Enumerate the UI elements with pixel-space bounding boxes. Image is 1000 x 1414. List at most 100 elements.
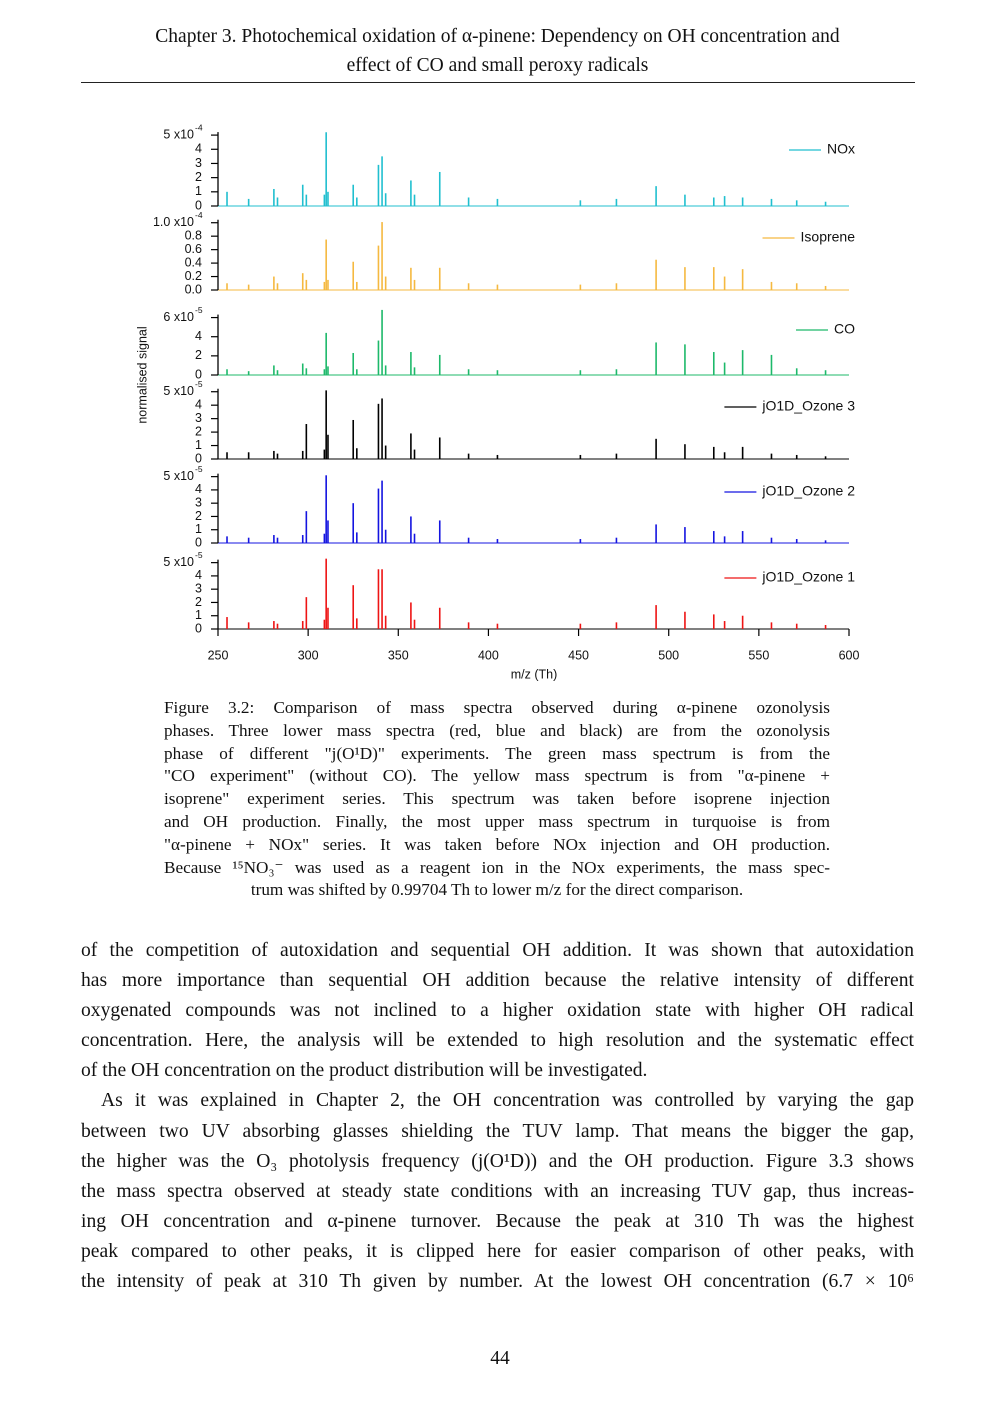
spectrum-peak <box>305 597 308 629</box>
spectrum-peak <box>723 452 726 459</box>
y-tick-label: 0 <box>195 621 202 635</box>
spectrum-peak <box>276 537 279 543</box>
spectrum-peak <box>352 419 355 459</box>
spectrum-peak <box>352 261 355 290</box>
spectrum-peak <box>301 535 304 543</box>
spectrum-peak <box>824 370 827 375</box>
spectrum-peak <box>323 533 326 543</box>
spectrum-peak <box>655 438 657 459</box>
y-tick-exponent: -4 <box>195 122 203 132</box>
spectrum-peak <box>273 535 275 543</box>
spectrum-peak <box>377 488 380 543</box>
spectrum-peak <box>377 245 380 290</box>
spectrum-peak <box>276 370 279 375</box>
y-tick-label: 0.2 <box>185 269 202 283</box>
spectrum-peak <box>356 532 358 543</box>
spectrum-peak <box>824 540 827 543</box>
spectrum-peak <box>770 198 773 206</box>
spectrum-peak <box>684 611 686 629</box>
spectrum-peak <box>301 621 304 629</box>
spectrum-peak <box>770 281 773 290</box>
figure-caption: Figure 3.2: Comparison of mass spectra o… <box>164 697 830 902</box>
y-tick-label: 4 <box>195 329 202 343</box>
x-tick-label: 300 <box>298 648 319 662</box>
spectrum-peak <box>305 511 308 543</box>
spectrum-peak <box>467 453 470 459</box>
y-tick-label: 5 x10 <box>163 469 194 483</box>
spectrum-peak <box>305 194 308 206</box>
spectrum-peak <box>276 283 279 290</box>
spectrum-peak <box>226 452 228 459</box>
spectrum-peak <box>384 276 387 290</box>
spectrum-peak <box>741 197 744 206</box>
spectrum-peak <box>438 354 441 375</box>
y-tick-label: 0 <box>195 535 202 549</box>
spectrum-peak <box>226 191 228 206</box>
legend-label: CO <box>834 321 855 337</box>
header-rule <box>81 82 915 83</box>
spectrum-peak <box>655 605 657 629</box>
spectrum-peak <box>655 259 657 290</box>
spectrum-peak <box>795 368 798 375</box>
legend-label: jO1D_Ozone 2 <box>761 483 855 499</box>
spectrum-peak <box>615 453 618 459</box>
y-tick-label: 1 <box>195 184 202 198</box>
y-tick-label: 4 <box>195 568 202 582</box>
spectrum-peak <box>377 340 380 375</box>
spectrum-peak <box>301 273 304 290</box>
spectrum-peak <box>325 239 327 290</box>
spectrum-peak <box>824 201 827 206</box>
spectrum-peak <box>356 369 358 375</box>
spectrum-peak <box>356 618 358 629</box>
y-tick-label: 6 x10 <box>163 310 194 324</box>
spectrum-peak <box>384 193 387 206</box>
spectrum-peak <box>467 283 470 290</box>
spectrum-peak <box>496 539 499 543</box>
spectrum-peak <box>327 607 329 629</box>
spectrum-peak <box>496 284 499 290</box>
spectrum-peak <box>410 352 412 375</box>
text-line: of the competition of autoxidation and s… <box>81 940 914 961</box>
text-line: concentration. Here, the analysis will b… <box>81 1030 914 1052</box>
text-line: As it was explained in Chapter 2, the OH… <box>101 1090 914 1112</box>
text-line: phase of different "j(O¹D)" experiments.… <box>164 743 830 763</box>
spectrum-peak <box>770 537 773 543</box>
spectrum-peak <box>741 531 744 543</box>
spectrum-peak <box>247 371 250 375</box>
spectrum-peak <box>615 283 618 290</box>
y-tick-label: 1 <box>195 608 202 622</box>
spectrum-peak <box>247 452 250 459</box>
spectrum-peak <box>301 363 304 375</box>
spectrum-peak <box>655 186 657 206</box>
spectrum-peak <box>327 520 329 543</box>
spectrum-peak <box>377 569 380 629</box>
spectrum-peak <box>824 285 827 290</box>
spectrum-peak <box>579 370 582 375</box>
spectrum-peak <box>226 369 228 375</box>
y-tick-label: 1 <box>195 522 202 536</box>
spectrum-peak <box>824 456 827 459</box>
spectrum-peak <box>276 623 279 629</box>
spectrum-peak <box>684 444 686 459</box>
spectrum-peak <box>226 536 228 543</box>
text-line: Because ¹⁵NO₃⁻ was used as a reagent ion… <box>164 857 830 877</box>
y-tick-label: 0.8 <box>185 228 202 242</box>
spectrum-peak <box>352 503 355 543</box>
text-line: ing OH concentration and α-pinene turnov… <box>81 1210 914 1232</box>
text-line: "CO experiment" (without CO). The yellow… <box>164 766 830 786</box>
spectrum-peak <box>579 284 582 290</box>
spectrum-peak <box>226 283 228 290</box>
spectrum-peak <box>327 366 329 375</box>
spectrum-peak <box>325 558 327 629</box>
spectrum-peak <box>352 352 355 375</box>
spectrum-peak <box>381 222 383 290</box>
y-tick-label: 0.4 <box>185 255 202 269</box>
spectrum-peak <box>323 449 326 459</box>
spectrum-peak <box>496 198 499 206</box>
spectrum-peak <box>496 454 499 459</box>
y-tick-label: 2 <box>195 595 202 609</box>
y-tick-label: 1.0 x10 <box>153 215 194 229</box>
legend-label: Isoprene <box>801 229 856 245</box>
spectrum-peak <box>276 453 279 459</box>
spectrum-peak <box>741 615 744 629</box>
